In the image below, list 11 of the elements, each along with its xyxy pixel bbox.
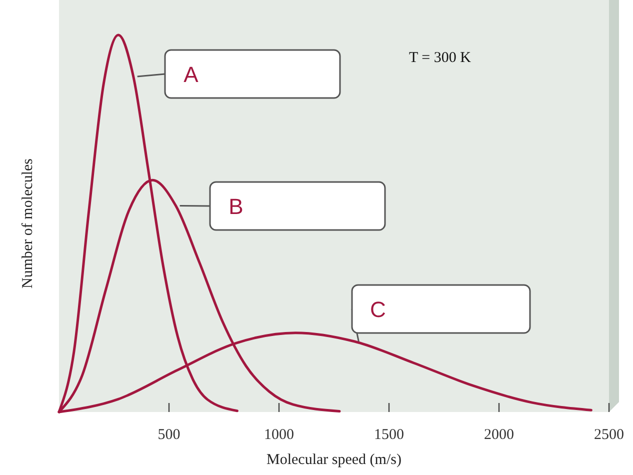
text: A (184, 62, 199, 87)
y-axis-title: Number of molecules (20, 158, 36, 288)
x-tick-label: 1500 (374, 427, 404, 443)
x-tick-label: 500 (158, 427, 180, 443)
x-tick-label: 2500 (594, 427, 624, 443)
series-label: C (370, 297, 386, 322)
series-label: B (228, 194, 244, 219)
x-tick-label: 1000 (264, 427, 294, 443)
x-axis-title: Molecular speed (m/s) (266, 452, 402, 468)
x-tick-label: 2000 (484, 427, 514, 443)
annotation: T = 300 K (409, 50, 472, 66)
